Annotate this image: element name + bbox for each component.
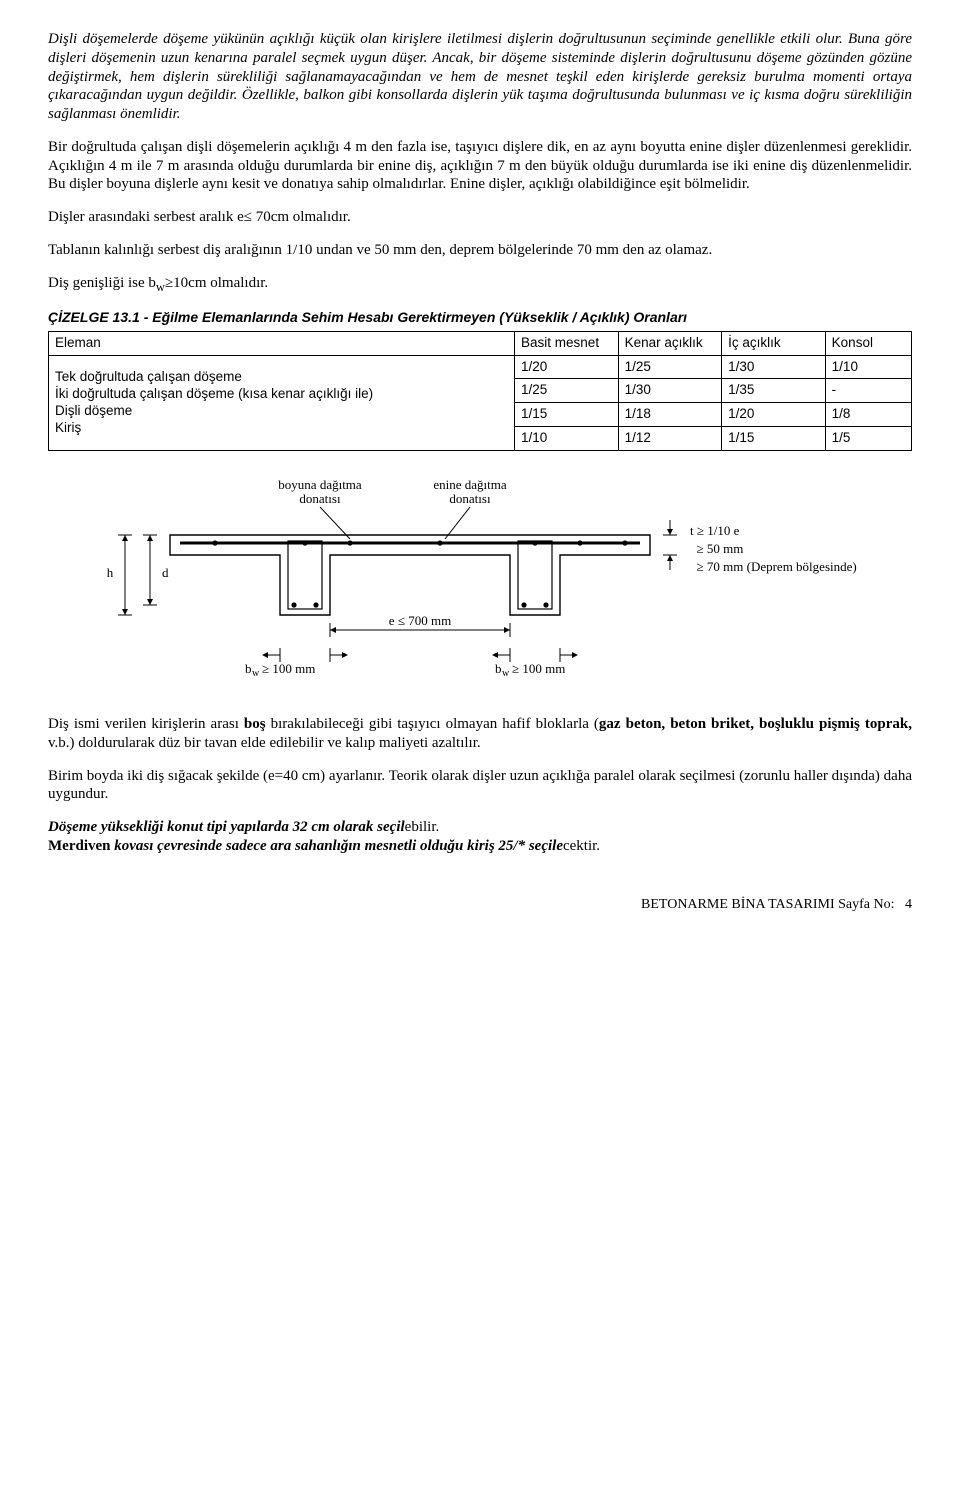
svg-text:h: h [107, 565, 114, 580]
th-basit: Basit mesnet [515, 331, 619, 355]
svg-text:donatısı: donatısı [449, 491, 491, 506]
table-cell: 1/8 [825, 403, 911, 427]
svg-text:boyuna dağıtma: boyuna dağıtma [278, 477, 362, 492]
table-cell: 1/12 [618, 427, 722, 451]
table-row: Tek doğrultuda çalışan döşemeİki doğrult… [49, 355, 912, 379]
table-cell: 1/25 [618, 355, 722, 379]
table-cell: 1/15 [722, 427, 826, 451]
table-cell: 1/25 [515, 379, 619, 403]
svg-text:b: b [495, 661, 502, 676]
paragraph-intro: Dişli döşemelerde döşeme yükünün açıklığ… [48, 30, 912, 124]
paragraph-8-9: Döşeme yüksekliği konut tipi yapılarda 3… [48, 818, 912, 856]
paragraph-7: Birim boyda iki diş sığacak şekilde (e=4… [48, 767, 912, 805]
table-title: ÇİZELGE 13.1 - Eğilme Elemanlarında Sehi… [48, 309, 912, 327]
table-cell: 1/20 [515, 355, 619, 379]
paragraph-2: Bir doğrultuda çalışan dişli döşemelerin… [48, 138, 912, 194]
table-cell: 1/18 [618, 403, 722, 427]
svg-text:w: w [502, 668, 510, 679]
paragraph-3: Dişler arasındaki serbest aralık e≤ 70cm… [48, 208, 912, 227]
table-header-row: Eleman Basit mesnet Kenar açıklık İç açı… [49, 331, 912, 355]
paragraph-6: Diş ismi verilen kirişlerin arası boş bı… [48, 715, 912, 753]
svg-text:≥ 100 mm: ≥ 100 mm [262, 661, 315, 676]
table-cell: 1/5 [825, 427, 911, 451]
th-konsol: Konsol [825, 331, 911, 355]
svg-text:t ≥ 1/10 e: t ≥ 1/10 e [690, 523, 740, 538]
table-cell: 1/10 [515, 427, 619, 451]
table-cell: - [825, 379, 911, 403]
table-cell: 1/30 [722, 355, 826, 379]
table-cell: 1/20 [722, 403, 826, 427]
th-kenar: Kenar açıklık [618, 331, 722, 355]
table-cell: 1/35 [722, 379, 826, 403]
svg-text:d: d [162, 565, 169, 580]
table-cell: 1/30 [618, 379, 722, 403]
svg-text:≥ 100 mm: ≥ 100 mm [512, 661, 565, 676]
svg-text:e ≤ 700 mm: e ≤ 700 mm [389, 613, 451, 628]
section-diagram: boyuna dağıtma donatısı enine dağıtma do… [48, 475, 912, 685]
paragraph-4: Tablanın kalınlığı serbest diş aralığını… [48, 241, 912, 260]
th-eleman: Eleman [49, 331, 515, 355]
paragraph-5: Diş genişliği ise bw≥10cm olmalıdır. [48, 274, 912, 296]
svg-text:≥ 50 mm: ≥ 50 mm [690, 541, 743, 556]
svg-text:donatısı: donatısı [299, 491, 341, 506]
svg-text:b: b [245, 661, 252, 676]
svg-text:≥ 70 mm (Deprem bölgesinde): ≥ 70 mm (Deprem bölgesinde) [690, 559, 857, 574]
table-cell: 1/15 [515, 403, 619, 427]
svg-text:w: w [252, 668, 260, 679]
table-cell: Tek doğrultuda çalışan döşemeİki doğrult… [49, 355, 515, 451]
th-ic: İç açıklık [722, 331, 826, 355]
svg-text:enine dağıtma: enine dağıtma [433, 477, 507, 492]
page-footer: BETONARME BİNA TASARIMI Sayfa No: 4 [48, 896, 912, 914]
table-cell: 1/10 [825, 355, 911, 379]
ratio-table: Eleman Basit mesnet Kenar açıklık İç açı… [48, 331, 912, 451]
